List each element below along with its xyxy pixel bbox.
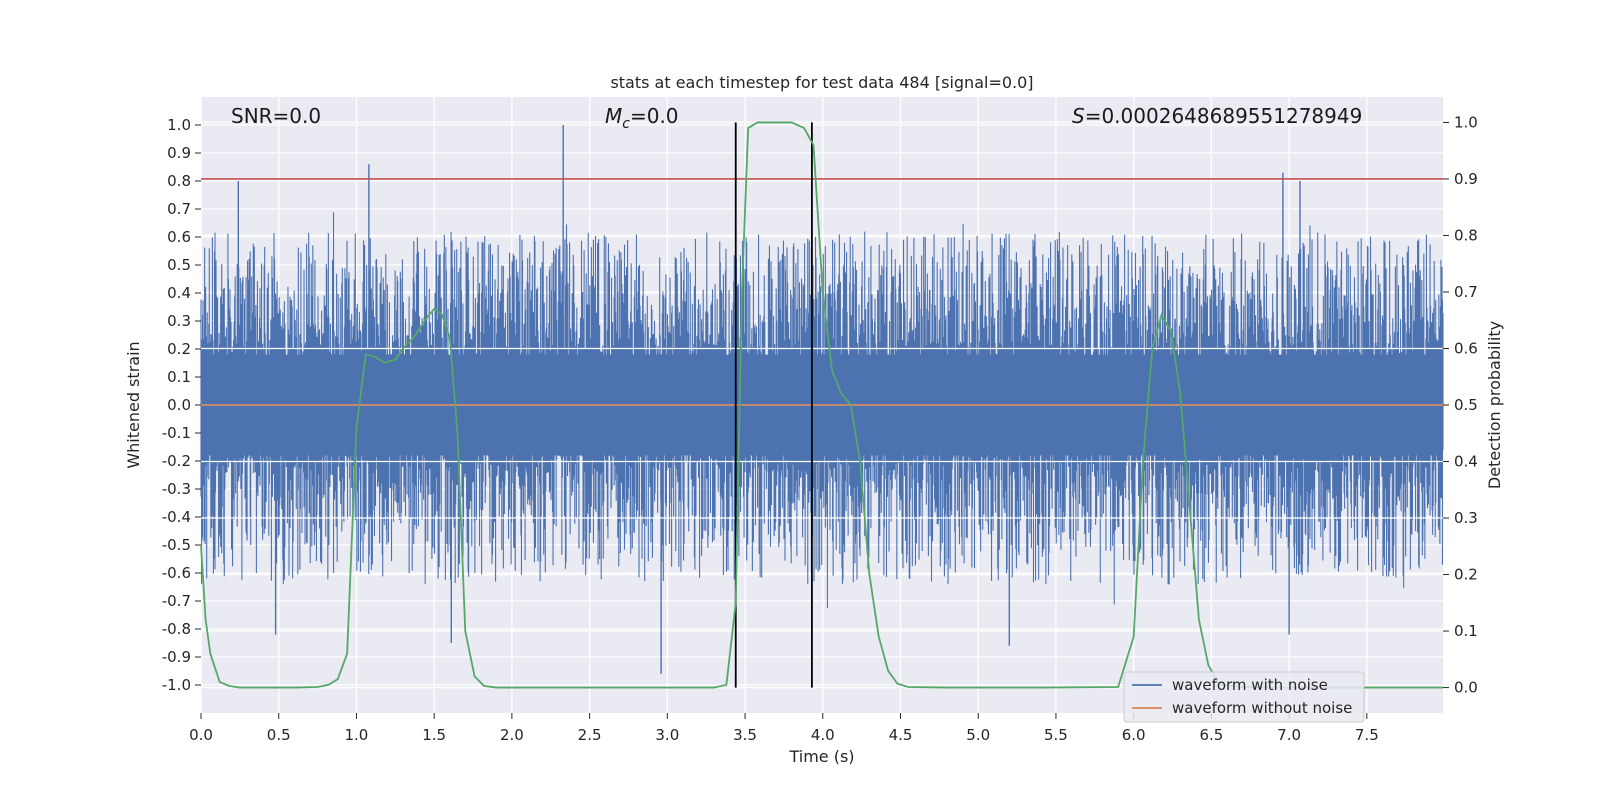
right-tick-label: 0.7 xyxy=(1454,283,1478,301)
x-tick-label: 6.5 xyxy=(1199,726,1223,744)
x-tick-label: 1.5 xyxy=(422,726,446,744)
detection-probability-line xyxy=(200,121,1443,689)
chart-title: stats at each timestep for test data 484… xyxy=(610,73,1033,92)
right-tick-label: 0.8 xyxy=(1454,226,1478,244)
left-tick-label: 0.5 xyxy=(167,256,191,274)
legend: waveform with noise waveform without noi… xyxy=(1123,671,1365,723)
x-tick-label: 4.5 xyxy=(889,726,913,744)
left-tick-label: -0.2 xyxy=(162,452,191,470)
x-tick-label: 3.5 xyxy=(733,726,757,744)
left-tick-label: 0.4 xyxy=(167,284,191,302)
x-tick-label: 5.0 xyxy=(966,726,990,744)
right-tick-label: 0.6 xyxy=(1454,339,1478,357)
left-tick-label: 1.0 xyxy=(167,116,191,134)
noise-waveform-peaks xyxy=(237,125,1301,674)
right-tick-label: 0.2 xyxy=(1454,566,1478,584)
left-tick-label: 0.3 xyxy=(167,312,191,330)
x-tick-label: 7.0 xyxy=(1277,726,1301,744)
right-tick-label: 0.3 xyxy=(1454,509,1478,527)
left-tick-label: 0.1 xyxy=(167,368,191,386)
left-tick-label: 0.8 xyxy=(167,172,191,190)
legend-label-clean: waveform without noise xyxy=(1172,699,1352,717)
left-tick-label: 0.9 xyxy=(167,144,191,162)
snr-annotation: SNR=0.0 xyxy=(231,104,321,128)
x-axis-label: Time (s) xyxy=(788,747,854,766)
left-tick-label: -0.6 xyxy=(162,564,191,582)
left-tick-label: 0.6 xyxy=(167,228,191,246)
x-tick-label: 1.0 xyxy=(345,726,369,744)
mc-symbol: M xyxy=(605,104,622,128)
right-tick-label: 0.0 xyxy=(1454,679,1478,697)
legend-box xyxy=(1123,671,1365,723)
x-tick-label: 4.0 xyxy=(811,726,835,744)
right-tick-label: 0.1 xyxy=(1454,622,1478,640)
mc-value: =0.0 xyxy=(630,104,679,128)
right-tick-label: 0.5 xyxy=(1454,396,1478,414)
x-tick-label: 5.5 xyxy=(1044,726,1068,744)
mc-subscript: c xyxy=(622,116,630,132)
left-tick-label: -0.9 xyxy=(162,648,191,666)
left-tick-label: -0.1 xyxy=(162,424,191,442)
left-tick-label: -0.4 xyxy=(162,508,191,526)
mc-annotation: Mc=0.0 xyxy=(605,104,679,132)
left-y-axis-ticks: 1.0 0.9 0.8 0.7 0.6 0.5 0.4 0.3 0.2 0.1 0.0 -0.1 -0.… xyxy=(162,116,201,694)
right-tick-label: 0.4 xyxy=(1454,453,1478,471)
left-tick-label: 0.7 xyxy=(167,200,191,218)
x-tick-label: 7.5 xyxy=(1355,726,1379,744)
x-tick-label: 0.0 xyxy=(189,726,213,744)
left-tick-label: -0.8 xyxy=(162,620,191,638)
left-tick-label: -0.5 xyxy=(162,536,191,554)
right-y-axis-ticks: 1.0 0.9 0.8 0.7 0.6 0.5 0.4 0.3 0.2 0.1 0.0 xyxy=(1443,113,1478,697)
x-tick-label: 0.5 xyxy=(267,726,291,744)
s-annotation: S=0.0002648689551278949 xyxy=(1072,104,1362,128)
left-tick-label: -1.0 xyxy=(162,676,191,694)
left-tick-label: 0.2 xyxy=(167,340,191,358)
x-tick-label: 2.0 xyxy=(500,726,524,744)
overlay-series xyxy=(200,121,1443,689)
s-symbol: S xyxy=(1072,104,1085,128)
x-tick-label: 3.0 xyxy=(655,726,679,744)
left-tick-label: -0.3 xyxy=(162,480,191,498)
s-value: =0.0002648689551278949 xyxy=(1085,104,1363,128)
right-tick-label: 1.0 xyxy=(1454,113,1478,131)
right-tick-label: 0.9 xyxy=(1454,170,1478,188)
left-tick-label: 0.0 xyxy=(167,396,191,414)
legend-label-noise: waveform with noise xyxy=(1172,676,1328,694)
y-axis-label-right: Detection probability xyxy=(1485,321,1504,489)
left-tick-label: -0.7 xyxy=(162,592,191,610)
x-tick-label: 6.0 xyxy=(1122,726,1146,744)
y-axis-label-left: Whitened strain xyxy=(124,341,143,468)
x-tick-label: 2.5 xyxy=(578,726,602,744)
x-axis-ticks: 0.0 0.5 1.0 1.5 2.0 2.5 3.0 3.5 4.0 4.5 5.0 5.5 6.0 6… xyxy=(189,713,1379,744)
